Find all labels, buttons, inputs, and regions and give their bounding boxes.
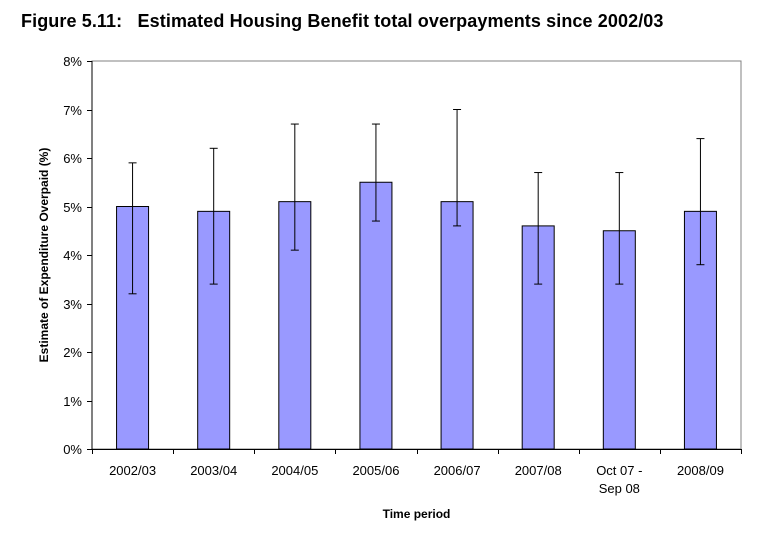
error-bars <box>128 109 705 295</box>
y-tick-label: 2% <box>63 345 82 360</box>
x-tick-label: 2008/09 <box>677 463 724 478</box>
error-bar <box>534 172 543 285</box>
x-tick-label: 2002/03 <box>109 463 156 478</box>
x-tick-label-line: 2005/06 <box>352 463 399 478</box>
error-bar <box>290 123 299 251</box>
x-tick-label-line: 2006/07 <box>434 463 481 478</box>
x-tick-label-line: 2003/04 <box>190 463 237 478</box>
y-tick-label: 5% <box>63 200 82 215</box>
x-tick-label: Oct 07 - Sep 08 <box>596 463 642 496</box>
x-axis: 2002/03 2003/04 2004/05 2005/06 2006/07 2007/… <box>92 449 742 496</box>
x-tick-label-line: 2002/03 <box>109 463 156 478</box>
error-bar <box>209 147 218 285</box>
error-bar <box>615 172 624 285</box>
x-tick-label-line: Sep 08 <box>599 481 640 496</box>
error-bar <box>371 123 380 222</box>
x-tick-label: 2005/06 <box>352 463 399 478</box>
bar <box>440 201 474 450</box>
x-tick-label: 2003/04 <box>190 463 237 478</box>
y-tick-label: 7% <box>63 103 82 118</box>
error-bar <box>696 138 705 266</box>
y-tick-label: 6% <box>63 151 82 166</box>
bar <box>359 181 393 450</box>
chart-title: Figure 5.11: Estimated Housing Benefit t… <box>21 11 664 31</box>
y-axis-title: Estimate of Expenditure Overpaid (%) <box>37 148 51 363</box>
x-tick-label-line: 2008/09 <box>677 463 724 478</box>
y-axis: 0% 1% 2% 3% 4% 5% 6% 7% 8% <box>63 54 93 457</box>
x-tick-label-line: 2007/08 <box>515 463 562 478</box>
y-tick-label: 0% <box>63 442 82 457</box>
y-tick-label: 8% <box>63 54 82 69</box>
plot-area <box>91 60 742 450</box>
x-tick-label-line: 2004/05 <box>271 463 318 478</box>
x-tick-label-line: Oct 07 - <box>596 463 642 478</box>
x-tick-label: 2004/05 <box>271 463 318 478</box>
error-bar <box>453 109 462 227</box>
x-axis-title: Time period <box>383 507 451 521</box>
y-tick-label: 4% <box>63 248 82 263</box>
y-tick-label: 3% <box>63 297 82 312</box>
x-tick-label: 2007/08 <box>515 463 562 478</box>
x-tick-label: 2006/07 <box>434 463 481 478</box>
y-tick-label: 1% <box>63 394 82 409</box>
error-bar <box>128 162 137 295</box>
